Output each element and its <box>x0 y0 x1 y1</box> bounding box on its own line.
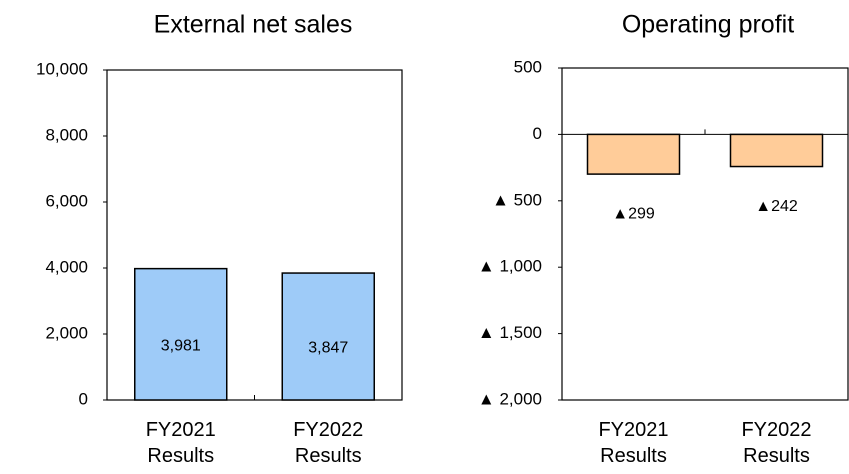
y-tick-label: 0 <box>533 124 542 143</box>
y-tick-label: ▲ 2,000 <box>478 389 542 408</box>
y-tick-label: 0 <box>79 389 88 408</box>
y-tick-label: 8,000 <box>45 125 88 144</box>
chart-title: External net sales <box>154 11 353 39</box>
value-label: 3,981 <box>161 338 201 355</box>
x-tick-label: FY2022 Results <box>741 419 812 467</box>
bar <box>586 133 681 175</box>
value-label: ▲299 <box>612 205 655 222</box>
bar <box>281 272 375 401</box>
y-tick-label: 2,000 <box>45 323 88 342</box>
value-label: ▲242 <box>755 198 798 215</box>
value-label: 3,847 <box>308 340 348 357</box>
y-tick-label: 6,000 <box>45 191 88 210</box>
y-tick-label: ▲ 1,000 <box>478 257 542 276</box>
x-tick-label: FY2021 Results <box>598 419 669 467</box>
y-tick-label: 500 <box>514 57 542 76</box>
bar <box>729 133 824 168</box>
y-tick-label: ▲ 500 <box>492 190 542 209</box>
x-tick-label: FY2021 Results <box>145 419 216 467</box>
plot-frame <box>561 67 849 401</box>
x-tick-label: FY2022 Results <box>293 419 364 467</box>
y-tick-label: 10,000 <box>36 59 88 78</box>
y-tick-label: ▲ 1,500 <box>478 323 542 342</box>
bar <box>134 267 228 401</box>
y-tick-label: 4,000 <box>45 257 88 276</box>
chart-title: Operating profit <box>622 11 794 39</box>
